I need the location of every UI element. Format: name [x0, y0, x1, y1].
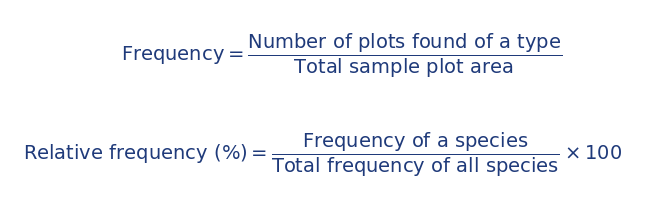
Text: $\mathrm{Frequency} = \dfrac{\mathrm{Number\ of\ plots\ found\ of\ a\ type}}{\ma: $\mathrm{Frequency} = \dfrac{\mathrm{Num… [121, 32, 562, 80]
Text: $\mathrm{Relative\ frequency\ (\%)} = \dfrac{\mathrm{Frequency\ of\ a\ species}}: $\mathrm{Relative\ frequency\ (\%)} = \d… [23, 131, 622, 179]
